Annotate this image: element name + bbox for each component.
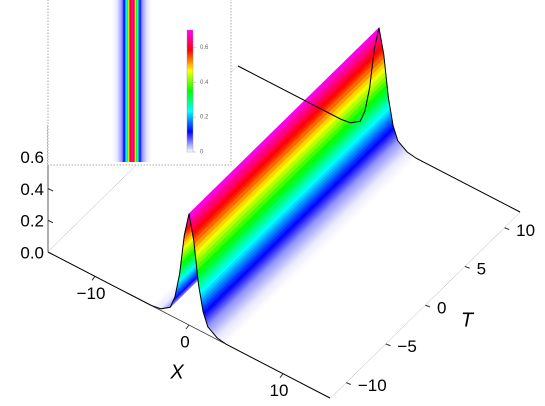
y-tick bbox=[345, 382, 352, 385]
density-stripe bbox=[121, 0, 123, 162]
y-tick-label: 10 bbox=[516, 221, 535, 240]
x-tick bbox=[91, 276, 96, 281]
density-stripe bbox=[149, 0, 150, 162]
y-tick bbox=[424, 304, 431, 308]
density-stripe bbox=[145, 0, 147, 162]
x-tick bbox=[279, 373, 284, 378]
density-stripe bbox=[119, 0, 121, 162]
colorbar-tick-label: 0.6 bbox=[200, 45, 209, 51]
density-stripe bbox=[120, 0, 122, 162]
x-tick bbox=[185, 324, 190, 330]
x-axis-label: X bbox=[169, 361, 184, 383]
density-stripe bbox=[148, 0, 150, 162]
density-stripe bbox=[144, 0, 146, 162]
density-stripe bbox=[144, 0, 145, 162]
density-stripe bbox=[116, 0, 117, 162]
density-stripe bbox=[151, 0, 153, 162]
z-tick-label: 0.2 bbox=[20, 212, 44, 231]
density-stripe bbox=[115, 0, 117, 162]
colorbar-tick-label: 0 bbox=[200, 150, 204, 156]
y-tick-label: 5 bbox=[477, 260, 486, 279]
density-stripe bbox=[147, 0, 149, 162]
colorbar-tick-label: 0.4 bbox=[200, 80, 209, 86]
density-stripe bbox=[115, 0, 116, 162]
density-stripe bbox=[120, 0, 121, 162]
density-stripe bbox=[114, 0, 116, 162]
z-tick-label: 0.4 bbox=[20, 180, 44, 199]
y-tick-label: −10 bbox=[358, 376, 387, 395]
density-stripe bbox=[112, 0, 113, 162]
x-tick-label: 10 bbox=[270, 381, 289, 400]
y-tick bbox=[503, 227, 510, 230]
density-stripe bbox=[151, 0, 152, 162]
density-stripe bbox=[149, 0, 151, 162]
y-tick-label: 0 bbox=[437, 298, 446, 317]
density-stripe bbox=[121, 0, 122, 162]
density-stripe bbox=[142, 0, 143, 162]
density-stripe bbox=[117, 0, 119, 162]
density-stripe bbox=[150, 0, 151, 162]
colorbar bbox=[186, 29, 194, 153]
colorbar-tick-label: 0.2 bbox=[200, 115, 209, 121]
y-axis-label: T bbox=[461, 309, 475, 331]
z-tick-label: 0.6 bbox=[20, 148, 44, 167]
density-stripe bbox=[113, 0, 114, 162]
x-tick-label: −10 bbox=[77, 284, 106, 303]
density-stripe bbox=[143, 0, 145, 162]
front-profile bbox=[47, 213, 331, 399]
density-stripe bbox=[150, 0, 152, 162]
density-stripe bbox=[148, 0, 149, 162]
density-stripe bbox=[117, 0, 118, 162]
density-stripe bbox=[146, 0, 148, 162]
z-tick-label: 0.0 bbox=[20, 243, 44, 262]
density-stripe bbox=[119, 0, 120, 162]
inset-plot: 0 0.2 0.4 0.6 bbox=[47, 0, 232, 166]
density-stripe bbox=[118, 0, 119, 162]
density-stripe bbox=[116, 0, 118, 162]
z-tick bbox=[47, 219, 54, 224]
z-tick bbox=[47, 188, 54, 192]
y-tick-label: −5 bbox=[397, 337, 416, 356]
density-stripe bbox=[146, 0, 147, 162]
surface-plot: 0.0 0.2 0.4 0.6 −10 0 10 −10 −5 0 5 10 X T bbox=[20, 26, 535, 400]
y-tick bbox=[385, 343, 391, 347]
density-stripe bbox=[114, 0, 115, 162]
x-tick-label: 0 bbox=[180, 332, 189, 351]
density-stripe bbox=[145, 0, 146, 162]
back-profile bbox=[237, 27, 521, 213]
density-stripe bbox=[113, 0, 115, 162]
density-stripe bbox=[112, 0, 114, 162]
density-stripe bbox=[147, 0, 148, 162]
density-stripe bbox=[143, 0, 144, 162]
y-tick bbox=[464, 265, 470, 269]
density-stripe bbox=[142, 0, 144, 162]
density-stripe bbox=[118, 0, 120, 162]
